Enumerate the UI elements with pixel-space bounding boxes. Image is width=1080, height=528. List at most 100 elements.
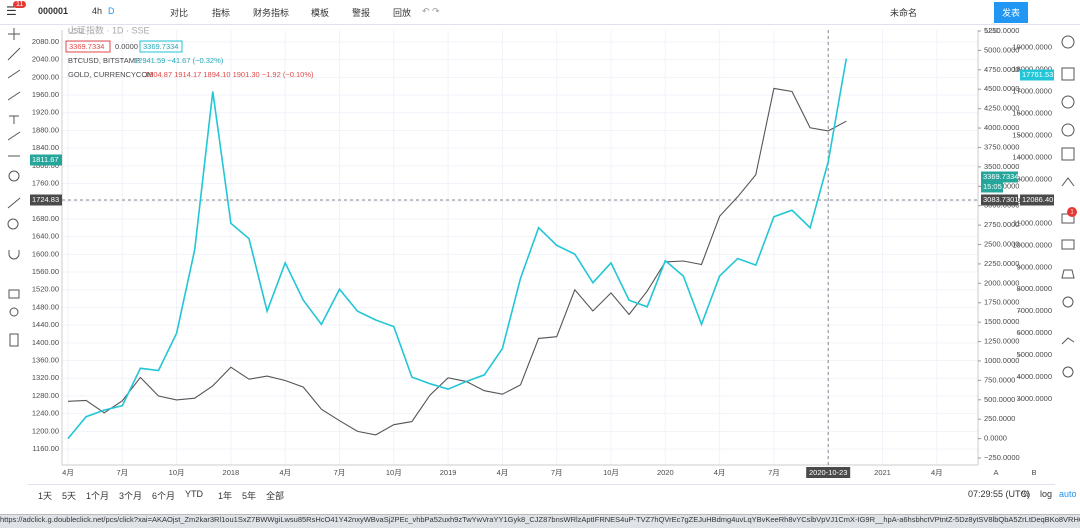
- crosshair-date-box: [806, 467, 851, 478]
- y3-tick-label: 2750.0000: [984, 220, 1019, 229]
- scale-button: B: [1031, 468, 1036, 477]
- status-url: https://adclick.g.doubleclick.net/pcs/cl…: [0, 515, 1080, 524]
- price-tag-box: [981, 171, 1018, 183]
- y3-tick-label: 4000.0000: [984, 123, 1019, 132]
- y2-tick-label: 18000.0000: [1012, 65, 1052, 74]
- y3-tick-label: 4500.0000: [984, 84, 1019, 93]
- menu-icon[interactable]: ☰: [6, 4, 17, 18]
- y2-tick-label: 3000.0000: [1017, 394, 1052, 403]
- y3-tick-label: 1250.0000: [984, 337, 1019, 346]
- x-tick-label: 7月: [116, 468, 128, 477]
- layout-name[interactable]: 未命名: [890, 8, 918, 18]
- range-button[interactable]: 1年: [218, 491, 233, 501]
- x-tick-label: 2020-10-23: [809, 468, 847, 477]
- y-tick-label: 1640.00: [32, 232, 59, 241]
- financials[interactable]: 财务指标: [253, 8, 290, 18]
- y3-tick-label: −250.0000: [984, 453, 1020, 462]
- interval[interactable]: 4h: [92, 6, 103, 16]
- price-tag: 15:05: [983, 182, 1002, 191]
- y-tick-label: 1280.00: [32, 391, 59, 400]
- y-tick-label: 1960.00: [32, 90, 59, 99]
- y-tick-label: 1680.00: [32, 214, 59, 223]
- badge: 1: [1070, 210, 1074, 216]
- y-tick-label: 1360.00: [32, 356, 59, 365]
- y3-tick-label: 3500.0000: [984, 162, 1019, 171]
- y3-tick-label: 750.0000: [984, 375, 1015, 384]
- range-button[interactable]: 1天: [38, 491, 53, 501]
- y-tick-label: 1440.00: [32, 320, 59, 329]
- legend-box: 3369.7334: [69, 42, 104, 51]
- indicators[interactable]: 指标: [212, 8, 231, 18]
- range-button[interactable]: 5年: [242, 491, 257, 501]
- undo-redo[interactable]: ↶ ↷: [422, 6, 440, 16]
- y-tick-label: 1520.00: [32, 285, 59, 294]
- y-tick-label: 1840.00: [32, 143, 59, 152]
- y-tick-label: 1320.00: [32, 373, 59, 382]
- y2-tick-label: 19000.0000: [1012, 43, 1052, 52]
- y-tick-label: 1600.00: [32, 249, 59, 258]
- y2-tick-label: 4000.0000: [1017, 372, 1052, 381]
- price-tag: 3083.7301: [983, 195, 1018, 204]
- series-line: [67, 58, 848, 440]
- bottom-bar: 07:29:55 (UTC) % log auto 1天 5天 1个月 3个月 6个月 Y…: [28, 484, 1077, 503]
- y3-tick-label: 2000.0000: [984, 278, 1019, 287]
- range-button[interactable]: 3个月: [119, 491, 143, 501]
- range-button[interactable]: 6个月: [152, 491, 176, 501]
- y3-tick-label: 5250.0000: [984, 26, 1019, 35]
- right-axis-area: [978, 26, 1055, 484]
- percent-toggle[interactable]: %: [1022, 489, 1031, 499]
- price-tag-box: [30, 194, 62, 206]
- clock: 07:29:55 (UTC): [968, 489, 1031, 499]
- x-tick-label: 7月: [768, 468, 780, 477]
- period[interactable]: D: [108, 6, 115, 16]
- x-tick-label: 2021: [874, 468, 891, 477]
- badge: 11: [13, 1, 27, 8]
- price-tag: 3369.7334: [983, 172, 1018, 181]
- y-tick-label: 1760.00: [32, 179, 59, 188]
- x-tick-label: 4月: [279, 468, 291, 477]
- y3-tick-label: 4250.0000: [984, 104, 1019, 113]
- auto-toggle[interactable]: auto: [1059, 489, 1077, 499]
- y3-tick-label: 0.0000: [984, 434, 1007, 443]
- y3-tick-label: 250.0000: [984, 414, 1015, 423]
- legend-gold-values: 1904.87 1914.17 1894.10 1901.30 −1.92 (−…: [145, 70, 314, 79]
- x-tick-label: 4月: [62, 468, 74, 477]
- y2-tick-label: 10000.0000: [1012, 240, 1052, 249]
- y-tick-label: 1480.00: [32, 302, 59, 311]
- scale-button: A: [993, 468, 998, 477]
- range-button[interactable]: 5天: [62, 491, 77, 501]
- x-tick-label: 10月: [603, 468, 619, 477]
- replay[interactable]: 回放: [393, 8, 412, 18]
- price-tag: 1724.83: [32, 195, 59, 204]
- log-toggle[interactable]: log: [1040, 489, 1053, 499]
- series-line: [67, 87, 847, 436]
- x-tick-label: 4月: [714, 468, 726, 477]
- publish-button[interactable]: 发表: [994, 2, 1029, 23]
- y3-tick-label: 2500.0000: [984, 239, 1019, 248]
- price-tag-box: [30, 154, 62, 166]
- legend-gold-name: GOLD, CURRENCYCOM: [68, 70, 153, 79]
- y3-tick-label: 4750.0000: [984, 65, 1019, 74]
- compare[interactable]: 对比: [170, 8, 189, 18]
- left-tools: [7, 28, 21, 347]
- price-tag-box: [981, 181, 1003, 193]
- left-unit: USD: [68, 26, 84, 35]
- x-tick-label: 2019: [440, 468, 457, 477]
- y3-tick-label: 1000.0000: [984, 356, 1019, 365]
- x-tick-label: 2018: [223, 468, 240, 477]
- range-button[interactable]: YTD: [185, 489, 203, 499]
- symbol[interactable]: 000001: [38, 6, 69, 16]
- y2-tick-label: 13000.0000: [1012, 174, 1052, 183]
- chart: 1 USD USD 上证指数 · 1D · SSE 2080.00 2040.00…: [7, 24, 1077, 484]
- y3-tick-label: 2250.0000: [984, 259, 1019, 268]
- range-button[interactable]: 全部: [266, 491, 285, 501]
- templates[interactable]: 模板: [311, 8, 330, 18]
- alert[interactable]: 警报: [352, 8, 371, 18]
- y2-tick-label: 7000.0000: [1017, 306, 1052, 315]
- x-tick-label: 10月: [169, 468, 185, 477]
- legend-btc-name: BTCUSD, BITSTAMP: [68, 56, 140, 65]
- price-tag: 17761.53: [1022, 70, 1053, 79]
- range-button[interactable]: 1个月: [86, 491, 110, 501]
- y2-tick-label: 15000.0000: [1012, 130, 1052, 139]
